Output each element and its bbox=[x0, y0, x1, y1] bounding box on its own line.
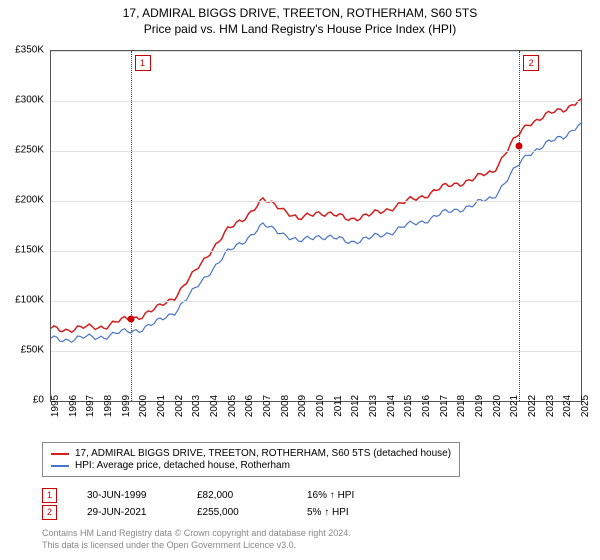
y-tick-label: £0 bbox=[33, 395, 44, 406]
event-delta: 16% ↑ HPI bbox=[307, 490, 387, 501]
x-tick-label: 2003 bbox=[191, 395, 202, 417]
x-tick-label: 1997 bbox=[85, 395, 96, 417]
x-tick-label: 2018 bbox=[456, 395, 467, 417]
x-tick-label: 2021 bbox=[509, 395, 520, 417]
marker-point-2 bbox=[516, 143, 523, 150]
legend-swatch bbox=[51, 453, 69, 455]
title-sub: Price paid vs. HM Land Registry's House … bbox=[0, 22, 600, 36]
legend-item: HPI: Average price, detached house, Roth… bbox=[51, 460, 451, 471]
x-tick-label: 2016 bbox=[421, 395, 432, 417]
x-tick-label: 2000 bbox=[138, 395, 149, 417]
marker-line-1 bbox=[131, 51, 132, 401]
x-tick-label: 2013 bbox=[368, 395, 379, 417]
legend-label: HPI: Average price, detached house, Roth… bbox=[75, 460, 290, 471]
x-tick-label: 2002 bbox=[174, 395, 185, 417]
x-tick-label: 2012 bbox=[350, 395, 361, 417]
y-tick-label: £100K bbox=[15, 295, 44, 306]
event-date: 30-JUN-1999 bbox=[87, 490, 167, 501]
x-tick-label: 1995 bbox=[50, 395, 61, 417]
plot-area: 12 bbox=[50, 50, 582, 402]
title-block: 17, ADMIRAL BIGGS DRIVE, TREETON, ROTHER… bbox=[0, 0, 600, 36]
footnote: Contains HM Land Registry data © Crown c… bbox=[42, 528, 351, 551]
x-tick-label: 1998 bbox=[103, 395, 114, 417]
y-tick-label: £350K bbox=[15, 45, 44, 56]
footnote-line2: This data is licensed under the Open Gov… bbox=[42, 540, 351, 552]
x-tick-label: 2017 bbox=[439, 395, 450, 417]
event-badge: 1 bbox=[42, 488, 57, 503]
x-tick-label: 2005 bbox=[227, 395, 238, 417]
title-main: 17, ADMIRAL BIGGS DRIVE, TREETON, ROTHER… bbox=[0, 6, 600, 20]
x-tick-label: 2006 bbox=[244, 395, 255, 417]
marker-badge-1: 1 bbox=[135, 55, 151, 71]
x-tick-label: 2019 bbox=[474, 395, 485, 417]
event-price: £82,000 bbox=[197, 490, 277, 501]
y-tick-label: £50K bbox=[21, 345, 44, 356]
marker-badge-2: 2 bbox=[523, 55, 539, 71]
legend-label: 17, ADMIRAL BIGGS DRIVE, TREETON, ROTHER… bbox=[75, 448, 451, 459]
x-tick-label: 2001 bbox=[156, 395, 167, 417]
x-tick-label: 2020 bbox=[492, 395, 503, 417]
y-tick-label: £150K bbox=[15, 245, 44, 256]
event-row: 1 30-JUN-1999 £82,000 16% ↑ HPI bbox=[42, 488, 387, 503]
legend-item: 17, ADMIRAL BIGGS DRIVE, TREETON, ROTHER… bbox=[51, 448, 451, 459]
x-axis: 1995199619971998199920002001200220032004… bbox=[50, 402, 580, 442]
event-row: 2 29-JUN-2021 £255,000 5% ↑ HPI bbox=[42, 505, 387, 520]
event-price: £255,000 bbox=[197, 507, 277, 518]
y-tick-label: £200K bbox=[15, 195, 44, 206]
marker-point-1 bbox=[127, 316, 134, 323]
x-tick-label: 2011 bbox=[333, 395, 344, 417]
event-date: 29-JUN-2021 bbox=[87, 507, 167, 518]
event-badge: 2 bbox=[42, 505, 57, 520]
legend: 17, ADMIRAL BIGGS DRIVE, TREETON, ROTHER… bbox=[42, 442, 460, 477]
y-axis: £0£50K£100K£150K£200K£250K£300K£350K bbox=[0, 50, 48, 400]
event-table: 1 30-JUN-1999 £82,000 16% ↑ HPI 2 29-JUN-2021… bbox=[42, 486, 387, 522]
x-tick-label: 2023 bbox=[545, 395, 556, 417]
chart-container: 17, ADMIRAL BIGGS DRIVE, TREETON, ROTHER… bbox=[0, 0, 600, 560]
x-tick-label: 1996 bbox=[68, 395, 79, 417]
x-tick-label: 2025 bbox=[580, 395, 591, 417]
x-tick-label: 2010 bbox=[315, 395, 326, 417]
event-delta: 5% ↑ HPI bbox=[307, 507, 387, 518]
x-tick-label: 2015 bbox=[403, 395, 414, 417]
y-tick-label: £250K bbox=[15, 145, 44, 156]
x-tick-label: 1999 bbox=[121, 395, 132, 417]
footnote-line1: Contains HM Land Registry data © Crown c… bbox=[42, 528, 351, 540]
y-tick-label: £300K bbox=[15, 95, 44, 106]
x-tick-label: 2008 bbox=[280, 395, 291, 417]
x-tick-label: 2024 bbox=[562, 395, 573, 417]
x-tick-label: 2022 bbox=[527, 395, 538, 417]
marker-line-2 bbox=[519, 51, 520, 401]
x-tick-label: 2007 bbox=[262, 395, 273, 417]
x-tick-label: 2004 bbox=[209, 395, 220, 417]
x-tick-label: 2014 bbox=[386, 395, 397, 417]
legend-swatch bbox=[51, 465, 69, 467]
x-tick-label: 2009 bbox=[297, 395, 308, 417]
